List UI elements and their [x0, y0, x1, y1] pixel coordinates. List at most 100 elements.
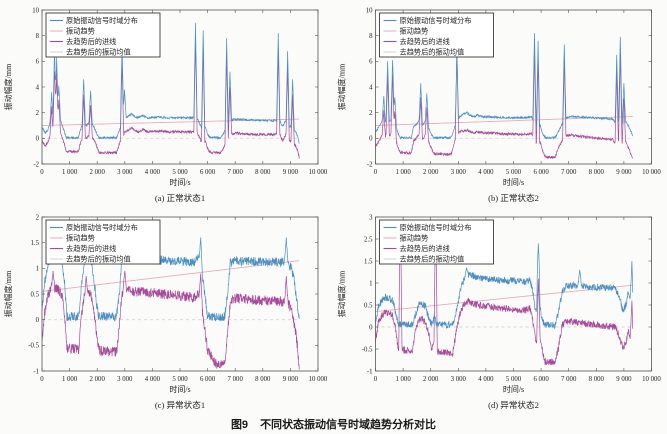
legend-label: 去趋势后的振动均值: [400, 255, 465, 264]
legend-label: 原始振动信号时域分布: [400, 16, 472, 25]
x-tick-label: 10 000: [309, 169, 328, 176]
series-detrended: [42, 270, 300, 370]
legend-label: 原始振动信号时域分布: [66, 223, 138, 232]
legend-box: [379, 12, 494, 58]
series-detrended: [42, 38, 300, 159]
subplot-caption: (b) 正常状态2: [488, 192, 539, 203]
x-tick-label: 7 000: [561, 169, 577, 176]
y-axis-label: 振动幅度/mm: [3, 63, 13, 110]
series-trend: [42, 260, 300, 292]
x-tick-label: 4 000: [145, 376, 161, 383]
y-tick-label: -0.5: [362, 346, 373, 353]
legend-label: 原始振动信号时域分布: [66, 16, 138, 25]
x-tick-label: 5 000: [172, 169, 188, 176]
legend-label: 去趋势后的进线: [66, 37, 116, 46]
y-tick-label: 10: [32, 7, 39, 14]
subplot-d-abnormal-state-2: 0 1 000 2 000 3 000 4 000 5 000 6 000 7 000 8 00…: [337, 214, 662, 410]
x-tick-label: 0: [40, 169, 44, 176]
figure-caption: 图9 不同状态振动信号时域趋势分析对比: [0, 414, 667, 434]
x-tick-label: 9 000: [283, 169, 299, 176]
series-detrended: [375, 48, 633, 160]
y-tick-label: 2: [369, 110, 373, 117]
x-tick-label: 7 000: [228, 169, 244, 176]
y-tick-label: 2: [36, 214, 40, 221]
x-tick-label: 1 000: [395, 169, 411, 176]
x-tick-label: 1 000: [62, 376, 78, 383]
x-tick-label: 10 000: [642, 169, 661, 176]
y-tick-label: 4: [369, 84, 373, 91]
x-tick-label: 8 000: [589, 169, 605, 176]
series-original: [375, 243, 634, 330]
y-tick-label: 6: [369, 59, 373, 66]
legend-label: 去趋势后的振动均值: [400, 48, 465, 57]
y-tick-label: 10: [366, 7, 373, 14]
legend-label: 去趋势后的振动均值: [66, 255, 131, 264]
x-tick-label: 6 000: [533, 376, 549, 383]
x-tick-label: 3 000: [451, 169, 467, 176]
y-tick-label: 2: [36, 110, 40, 117]
y-tick-label: -1: [33, 368, 39, 375]
figure-caption-title: 不同状态振动信号时域趋势分析对比: [260, 419, 437, 431]
plot-area: [375, 33, 634, 160]
y-tick-label: 1: [369, 280, 372, 287]
plot-area: [375, 221, 634, 366]
x-tick-label: 0: [40, 376, 44, 383]
y-tick-label: 0: [36, 136, 40, 143]
x-tick-label: 7 000: [228, 376, 244, 383]
x-tick-label: 4 000: [478, 376, 494, 383]
subplot-caption: (d) 异常状态2: [488, 399, 539, 410]
y-tick-label: 8: [369, 33, 373, 40]
y-tick-label: 0: [369, 136, 373, 143]
y-tick-label: -2: [33, 161, 39, 168]
y-tick-label: -0.5: [28, 343, 39, 350]
legend-box: [45, 219, 161, 265]
legend-label: 振动趋势: [66, 234, 95, 243]
x-tick-label: 3 000: [451, 376, 467, 383]
legend-label: 去趋势后的进线: [400, 244, 450, 253]
y-tick-label: -2: [367, 161, 373, 168]
legend-box: [45, 12, 161, 58]
x-tick-label: 5 000: [172, 376, 188, 383]
x-axis-label: 时间/s: [503, 177, 524, 187]
y-tick-label: 3: [369, 214, 373, 221]
x-tick-label: 5 000: [506, 376, 522, 383]
series-original: [375, 33, 634, 140]
x-axis-label: 时间/s: [169, 384, 190, 394]
subplot-caption: (a) 正常状态1: [155, 192, 205, 203]
x-tick-label: 4 000: [145, 169, 161, 176]
y-tick-label: 4: [36, 84, 40, 91]
x-tick-label: 10 000: [309, 376, 328, 383]
x-axis-label: 时间/s: [503, 384, 524, 394]
x-tick-label: 0: [374, 169, 378, 176]
x-tick-label: 1 000: [62, 169, 78, 176]
legend-label: 去趋势后的进线: [400, 37, 450, 46]
x-tick-label: 2 000: [423, 376, 439, 383]
y-tick-label: 0.5: [31, 291, 40, 298]
y-tick-label: 1: [36, 266, 39, 273]
legend-label: 去趋势后的振动均值: [66, 48, 131, 57]
y-tick-label: 2.5: [364, 236, 373, 243]
x-tick-label: 8 000: [255, 376, 271, 383]
series-original: [42, 22, 300, 144]
subplot-caption: (c) 异常状态1: [155, 399, 205, 410]
y-tick-label: 0: [36, 317, 40, 324]
legend-box: [379, 219, 494, 265]
x-tick-label: 6 000: [533, 169, 549, 176]
x-tick-label: 0: [374, 376, 378, 383]
legend-label: 去趋势后的进线: [66, 244, 116, 253]
x-tick-label: 8 000: [589, 376, 605, 383]
x-tick-label: 3 000: [117, 169, 133, 176]
x-tick-label: 2 000: [90, 376, 106, 383]
x-tick-label: 5 000: [506, 169, 522, 176]
subplot-a-normal-state-1: 0 1 000 2 000 3 000 4 000 5 000 6 000 7 000 8 00…: [3, 7, 328, 203]
legend-label: 原始振动信号时域分布: [400, 223, 472, 232]
legend-label: 振动趋势: [400, 27, 429, 36]
x-tick-label: 4 000: [478, 169, 494, 176]
x-tick-label: 3 000: [117, 376, 133, 383]
y-tick-label: 0: [369, 324, 373, 331]
